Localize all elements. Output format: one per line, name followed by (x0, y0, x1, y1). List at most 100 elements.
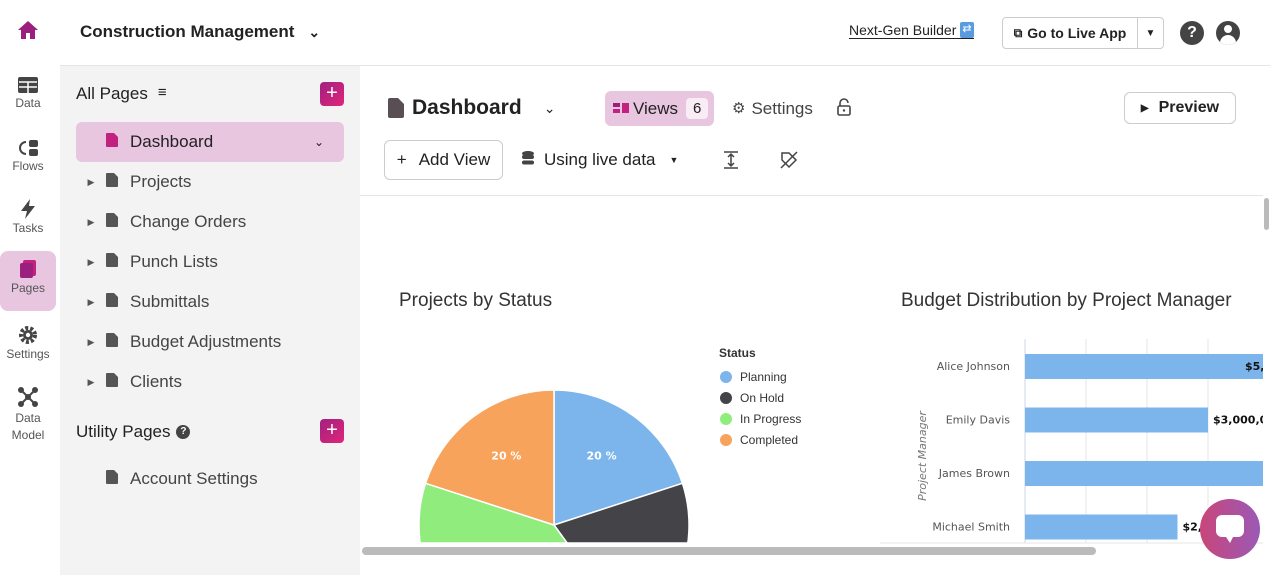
page-icon (106, 469, 130, 489)
gear-icon: ⚙ (732, 100, 746, 117)
sidebar-page-item[interactable]: ▶ Change Orders (76, 202, 344, 242)
live-app-dropdown-button[interactable]: ▼ (1137, 17, 1164, 49)
legend-item[interactable]: Planning (720, 366, 801, 387)
caret-right-icon[interactable]: ▶ (87, 176, 95, 187)
legend-swatch (720, 433, 732, 446)
page-label: Clients (130, 372, 182, 391)
next-gen-label: Next-Gen Builder (849, 22, 957, 38)
caret-right-icon[interactable]: ▶ (87, 336, 95, 347)
help-icon[interactable]: ? (1180, 21, 1204, 45)
pie-slice-planning[interactable] (553, 389, 684, 527)
rail-tasks[interactable]: Tasks (0, 199, 56, 235)
chevron-down-icon[interactable]: ⌄ (313, 135, 324, 149)
caret-down-icon: ▼ (1145, 27, 1156, 39)
legend-item[interactable]: Completed (720, 429, 801, 450)
home-button[interactable] (0, 20, 56, 42)
data-source-label: Using live data (544, 150, 656, 169)
hide-tags-icon[interactable] (780, 151, 798, 174)
pie-slice-completed[interactable] (424, 389, 555, 527)
legend-swatch (720, 370, 732, 383)
page-icon (106, 172, 130, 192)
add-page-button[interactable]: + (320, 82, 344, 106)
utility-pages-label: Utility Pages (76, 422, 171, 441)
dashboard-canvas: Projects by Status 20 % 20 % Status Plann… (360, 195, 1263, 545)
all-pages-header: All Pages ≡ (76, 84, 167, 104)
page-title-dropdown[interactable]: Dashboard ⌄ (388, 96, 555, 120)
legend-label: Completed (740, 432, 799, 447)
pie-data-label: 20 % (491, 449, 521, 462)
settings-label: Settings (751, 99, 813, 118)
filter-icon[interactable]: ≡ (157, 84, 167, 101)
caret-right-icon[interactable]: ▶ (87, 296, 95, 307)
rail-label: Data Model (11, 411, 45, 442)
add-utility-page-button[interactable]: + (320, 419, 344, 443)
table-icon (18, 77, 38, 93)
caret-right-icon[interactable]: ▶ (87, 376, 95, 387)
category-label: James Brown (938, 467, 1010, 480)
rail-flows[interactable]: Flows (0, 139, 56, 173)
data-source-dropdown[interactable]: Using live data ▼ (522, 150, 678, 170)
page-title: Dashboard (412, 96, 522, 119)
legend-item[interactable]: On Hold (720, 387, 801, 408)
legend-label: On Hold (740, 390, 785, 405)
pie-chart: 20 % 20 % (418, 389, 690, 544)
page-label: Budget Adjustments (130, 332, 282, 351)
legend-label: In Progress (740, 411, 802, 426)
bolt-icon (21, 199, 35, 219)
all-pages-label: All Pages (76, 84, 148, 103)
user-avatar-icon[interactable] (1216, 21, 1240, 45)
bar-chart: Project Manager Alice Johnson $5, Emily Dav… (880, 339, 1263, 544)
bar (1025, 461, 1263, 486)
sidebar-page-item[interactable]: Dashboard ⌄ (76, 122, 344, 162)
rail-pages[interactable]: Pages (0, 251, 56, 311)
preview-button[interactable]: ▶ Preview (1124, 92, 1236, 124)
pages-sidebar: All Pages ≡ + Dashboard ⌄ ▶ Projects ▶ Change… (60, 66, 360, 575)
settings-tab[interactable]: ⚙ Settings (732, 99, 813, 119)
rail-data[interactable]: Data (0, 76, 56, 110)
app-switcher[interactable]: Construction Management ⌄ (80, 22, 320, 42)
horizontal-scrollbar[interactable] (362, 547, 1096, 555)
go-to-live-app-button[interactable]: ⧉ Go to Live App (1002, 17, 1138, 49)
pie-data-label: 20 % (587, 449, 617, 462)
rail-settings[interactable]: Settings (0, 325, 56, 361)
sidebar-page-item[interactable]: ▶ Clients (76, 362, 344, 402)
pie-slice-in-progress[interactable] (418, 482, 569, 544)
page-icon (106, 212, 130, 232)
category-label: Michael Smith (932, 521, 1010, 534)
sidebar-page-item[interactable]: ▶ Submittals (76, 282, 344, 322)
sidebar-page-item[interactable]: ▶ Budget Adjustments (76, 322, 344, 362)
caret-right-icon[interactable]: ▶ (87, 256, 95, 267)
pie-slice-on-hold[interactable] (552, 482, 690, 544)
add-view-button[interactable]: + Add View (384, 140, 503, 180)
page-icon (106, 372, 130, 392)
database-icon (522, 150, 534, 170)
rail-data-model[interactable]: Data Model (0, 386, 56, 444)
play-icon: ▶ (1140, 102, 1149, 114)
next-gen-builder-link[interactable]: Next-Gen Builder ⇄ (849, 22, 974, 39)
home-icon (18, 21, 38, 39)
rail-label: Flows (12, 159, 44, 173)
page-icon (106, 132, 130, 152)
legend-title: Status (719, 346, 756, 360)
category-label: Alice Johnson (937, 360, 1010, 373)
caret-right-icon[interactable]: ▶ (87, 216, 95, 227)
legend-label: Planning (740, 369, 787, 384)
legend-swatch (720, 412, 732, 425)
chat-icon (1216, 515, 1244, 543)
vertical-scrollbar[interactable] (1264, 198, 1269, 230)
bar-chart-title: Budget Distribution by Project Manager (901, 290, 1232, 311)
gear-icon (19, 326, 37, 344)
views-label: Views (633, 98, 679, 118)
utility-page-item[interactable]: Account Settings (76, 459, 344, 499)
sidebar-page-item[interactable]: ▶ Projects (76, 162, 344, 202)
legend-item[interactable]: In Progress (720, 408, 801, 429)
sidebar-page-item[interactable]: ▶ Punch Lists (76, 242, 344, 282)
chat-support-button[interactable] (1200, 499, 1260, 559)
rail-label: Data (15, 96, 41, 110)
bar-data-label: $3,000,0 (1213, 414, 1263, 427)
views-tab[interactable]: Views 6 (605, 91, 714, 126)
row-height-icon[interactable] (724, 151, 738, 174)
lock-icon[interactable] (837, 98, 851, 121)
page-icon (388, 98, 404, 118)
page-label: Projects (130, 172, 192, 191)
